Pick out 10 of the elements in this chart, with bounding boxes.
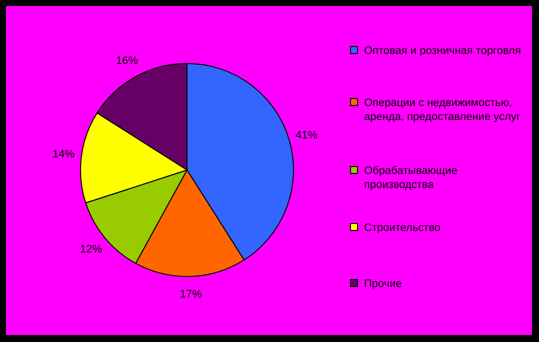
data-label: 41% (296, 129, 318, 142)
legend-label: Прочие (364, 277, 403, 291)
legend-label: Строительство (364, 221, 442, 235)
data-label: 14% (52, 148, 75, 160)
legend-label: Операции с недвижимостью, аренда, предоставление услуг (364, 96, 522, 124)
data-label: 12% (80, 243, 102, 256)
data-label: 16% (116, 54, 138, 67)
legend-label: Оптовая и розничная торговля (364, 44, 522, 58)
data-label: 17% (180, 288, 202, 300)
legend-label: Обрабатывающие производства (364, 164, 458, 192)
